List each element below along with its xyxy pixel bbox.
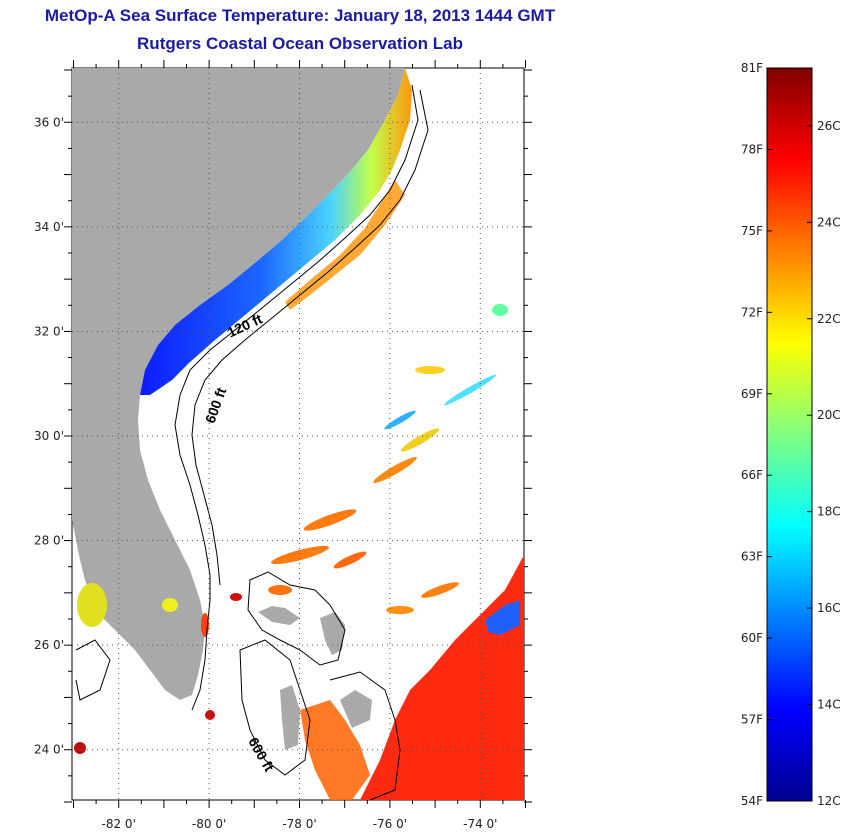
sst-scattered-patches xyxy=(74,304,508,754)
sst-cool-patch xyxy=(485,600,520,635)
lat-tick-label: 30 0' xyxy=(34,429,64,443)
lon-tick-label: -74 0' xyxy=(463,817,497,831)
lat-tick-label: 28 0' xyxy=(34,534,64,548)
lat-tick-label: 26 0' xyxy=(34,638,64,652)
island xyxy=(320,612,345,655)
colorbar-label-f: 57F xyxy=(741,713,763,727)
sst-warm-patches xyxy=(300,700,370,800)
colorbar-label-f: 78F xyxy=(741,142,763,156)
lon-tick-label: -82 0' xyxy=(102,817,136,831)
colorbar-label-f: 63F xyxy=(741,550,763,564)
colorbar-label-c: 26C xyxy=(817,119,841,133)
colorbar-label-f: 75F xyxy=(741,224,763,238)
island xyxy=(280,685,300,750)
colorbar xyxy=(766,67,813,802)
map-subtitle: Rutgers Coastal Ocean Observation Lab xyxy=(137,34,463,53)
colorbar-ticks: 81F 78F 75F 72F 69F 66F 63F 60F 57F 54F 26C 24C 22C 2… xyxy=(741,61,841,808)
colorbar-label-c: 18C xyxy=(817,505,841,519)
colorbar-label-f: 66F xyxy=(741,468,763,482)
colorbar-label-f: 54F xyxy=(741,794,763,808)
map-ticks: 36 0' 34 0' 32 0' 30 0' 28 0' 26 0' 24 0' -82 0… xyxy=(34,60,532,831)
lat-tick-label: 34 0' xyxy=(34,220,64,234)
lon-tick-label: -80 0' xyxy=(192,817,226,831)
lat-tick-label: 24 0' xyxy=(34,743,64,757)
lon-tick-label: -78 0' xyxy=(282,817,316,831)
colorbar-label-c: 24C xyxy=(817,215,841,229)
colorbar-label-c: 22C xyxy=(817,312,841,326)
sst-warm-region xyxy=(360,555,524,800)
bathymetry-contours xyxy=(75,84,429,800)
colorbar-label-f: 60F xyxy=(741,631,763,645)
sst-coastal-band xyxy=(140,68,412,395)
map-grid xyxy=(72,68,524,800)
colorbar-label-c: 16C xyxy=(817,601,841,615)
island xyxy=(340,690,372,728)
lat-tick-label: 32 0' xyxy=(34,324,64,338)
colorbar-label-f: 81F xyxy=(741,61,763,75)
map-content xyxy=(72,68,524,800)
lat-tick-label: 36 0' xyxy=(34,115,64,129)
land-mass xyxy=(72,68,405,700)
island xyxy=(258,606,300,625)
sst-offshore-warm xyxy=(285,180,405,310)
colorbar-label-c: 12C xyxy=(817,794,841,808)
colorbar-label-c: 20C xyxy=(817,408,841,422)
colorbar-label-f: 69F xyxy=(741,387,763,401)
map-title: MetOp-A Sea Surface Temperature: January… xyxy=(44,6,556,25)
colorbar-label-f: 72F xyxy=(741,305,763,319)
colorbar-label-c: 14C xyxy=(817,698,841,712)
lon-tick-label: -76 0' xyxy=(373,817,407,831)
